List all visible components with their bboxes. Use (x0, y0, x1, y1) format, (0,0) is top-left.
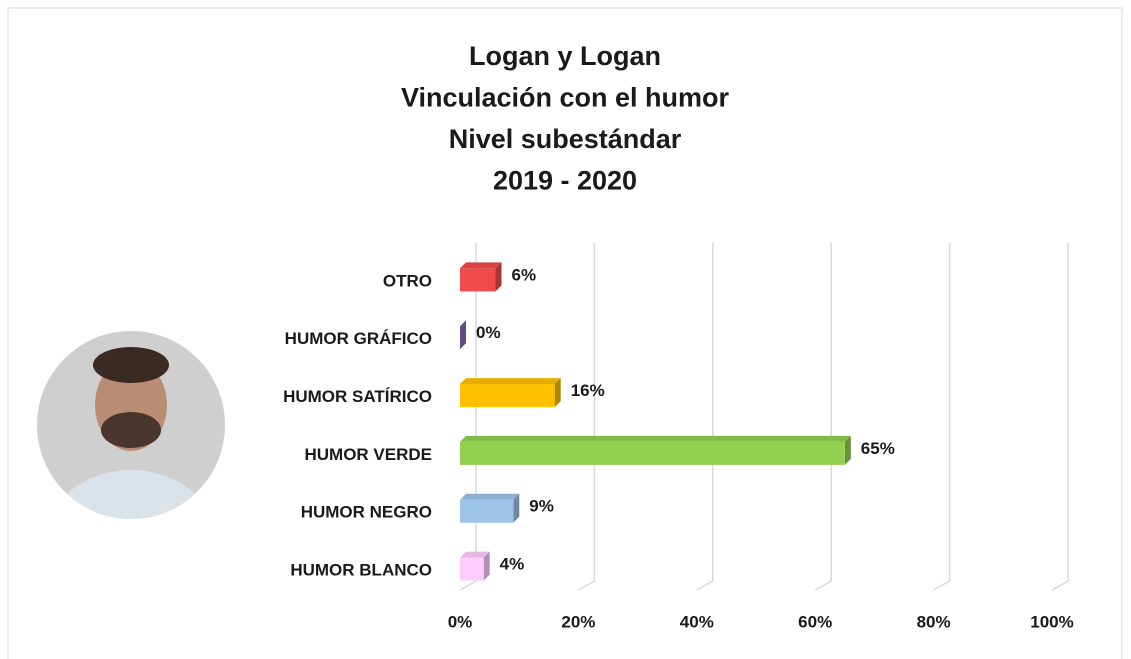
chart-title: Nivel subestándar (449, 124, 682, 154)
category-label: HUMOR BLANCO (290, 561, 432, 580)
category-label: HUMOR GRÁFICO (285, 329, 432, 348)
category-label: OTRO (383, 271, 432, 290)
x-tick-label: 40% (680, 612, 714, 631)
x-tick-label: 60% (798, 612, 832, 631)
chart-title: Vinculación con el humor (401, 83, 730, 113)
category-label: HUMOR SATÍRICO (283, 387, 432, 406)
x-tick-label: 20% (561, 612, 595, 631)
bar-top (460, 436, 851, 442)
category-label: HUMOR NEGRO (301, 503, 432, 522)
bar (460, 268, 496, 291)
bar-top (460, 378, 561, 384)
bar (460, 442, 845, 465)
value-label: 4% (500, 555, 525, 574)
chart: Logan y Logan Vinculación con el humor Niv… (0, 0, 1131, 659)
value-label: 6% (512, 265, 537, 284)
x-tick-label: 0% (448, 612, 473, 631)
page: {"chart_data": {"type": "bar3d-horizonta… (0, 0, 1131, 659)
value-label: 9% (529, 497, 554, 516)
x-tick-label: 100% (1030, 612, 1073, 631)
bar (460, 500, 513, 523)
x-tick-label: 80% (917, 612, 951, 631)
value-label: 16% (571, 381, 605, 400)
bar-top (460, 262, 502, 268)
category-label: HUMOR VERDE (304, 445, 432, 464)
value-label: 65% (861, 439, 895, 458)
value-label: 0% (476, 323, 501, 342)
chart-title: 2019 - 2020 (493, 166, 637, 196)
bar (460, 558, 484, 581)
bar (460, 384, 555, 407)
chart-title: Logan y Logan (469, 41, 661, 71)
bar-top (460, 494, 519, 500)
